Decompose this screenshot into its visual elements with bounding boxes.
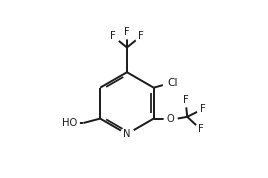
Text: F: F (124, 27, 130, 37)
Text: F: F (198, 124, 203, 134)
Text: F: F (138, 31, 144, 41)
Text: Cl: Cl (167, 78, 177, 88)
Text: F: F (183, 95, 188, 105)
Text: F: F (110, 31, 116, 41)
Text: O: O (167, 114, 174, 124)
Text: F: F (200, 104, 206, 114)
Text: HO: HO (62, 118, 77, 128)
Text: N: N (123, 129, 131, 139)
